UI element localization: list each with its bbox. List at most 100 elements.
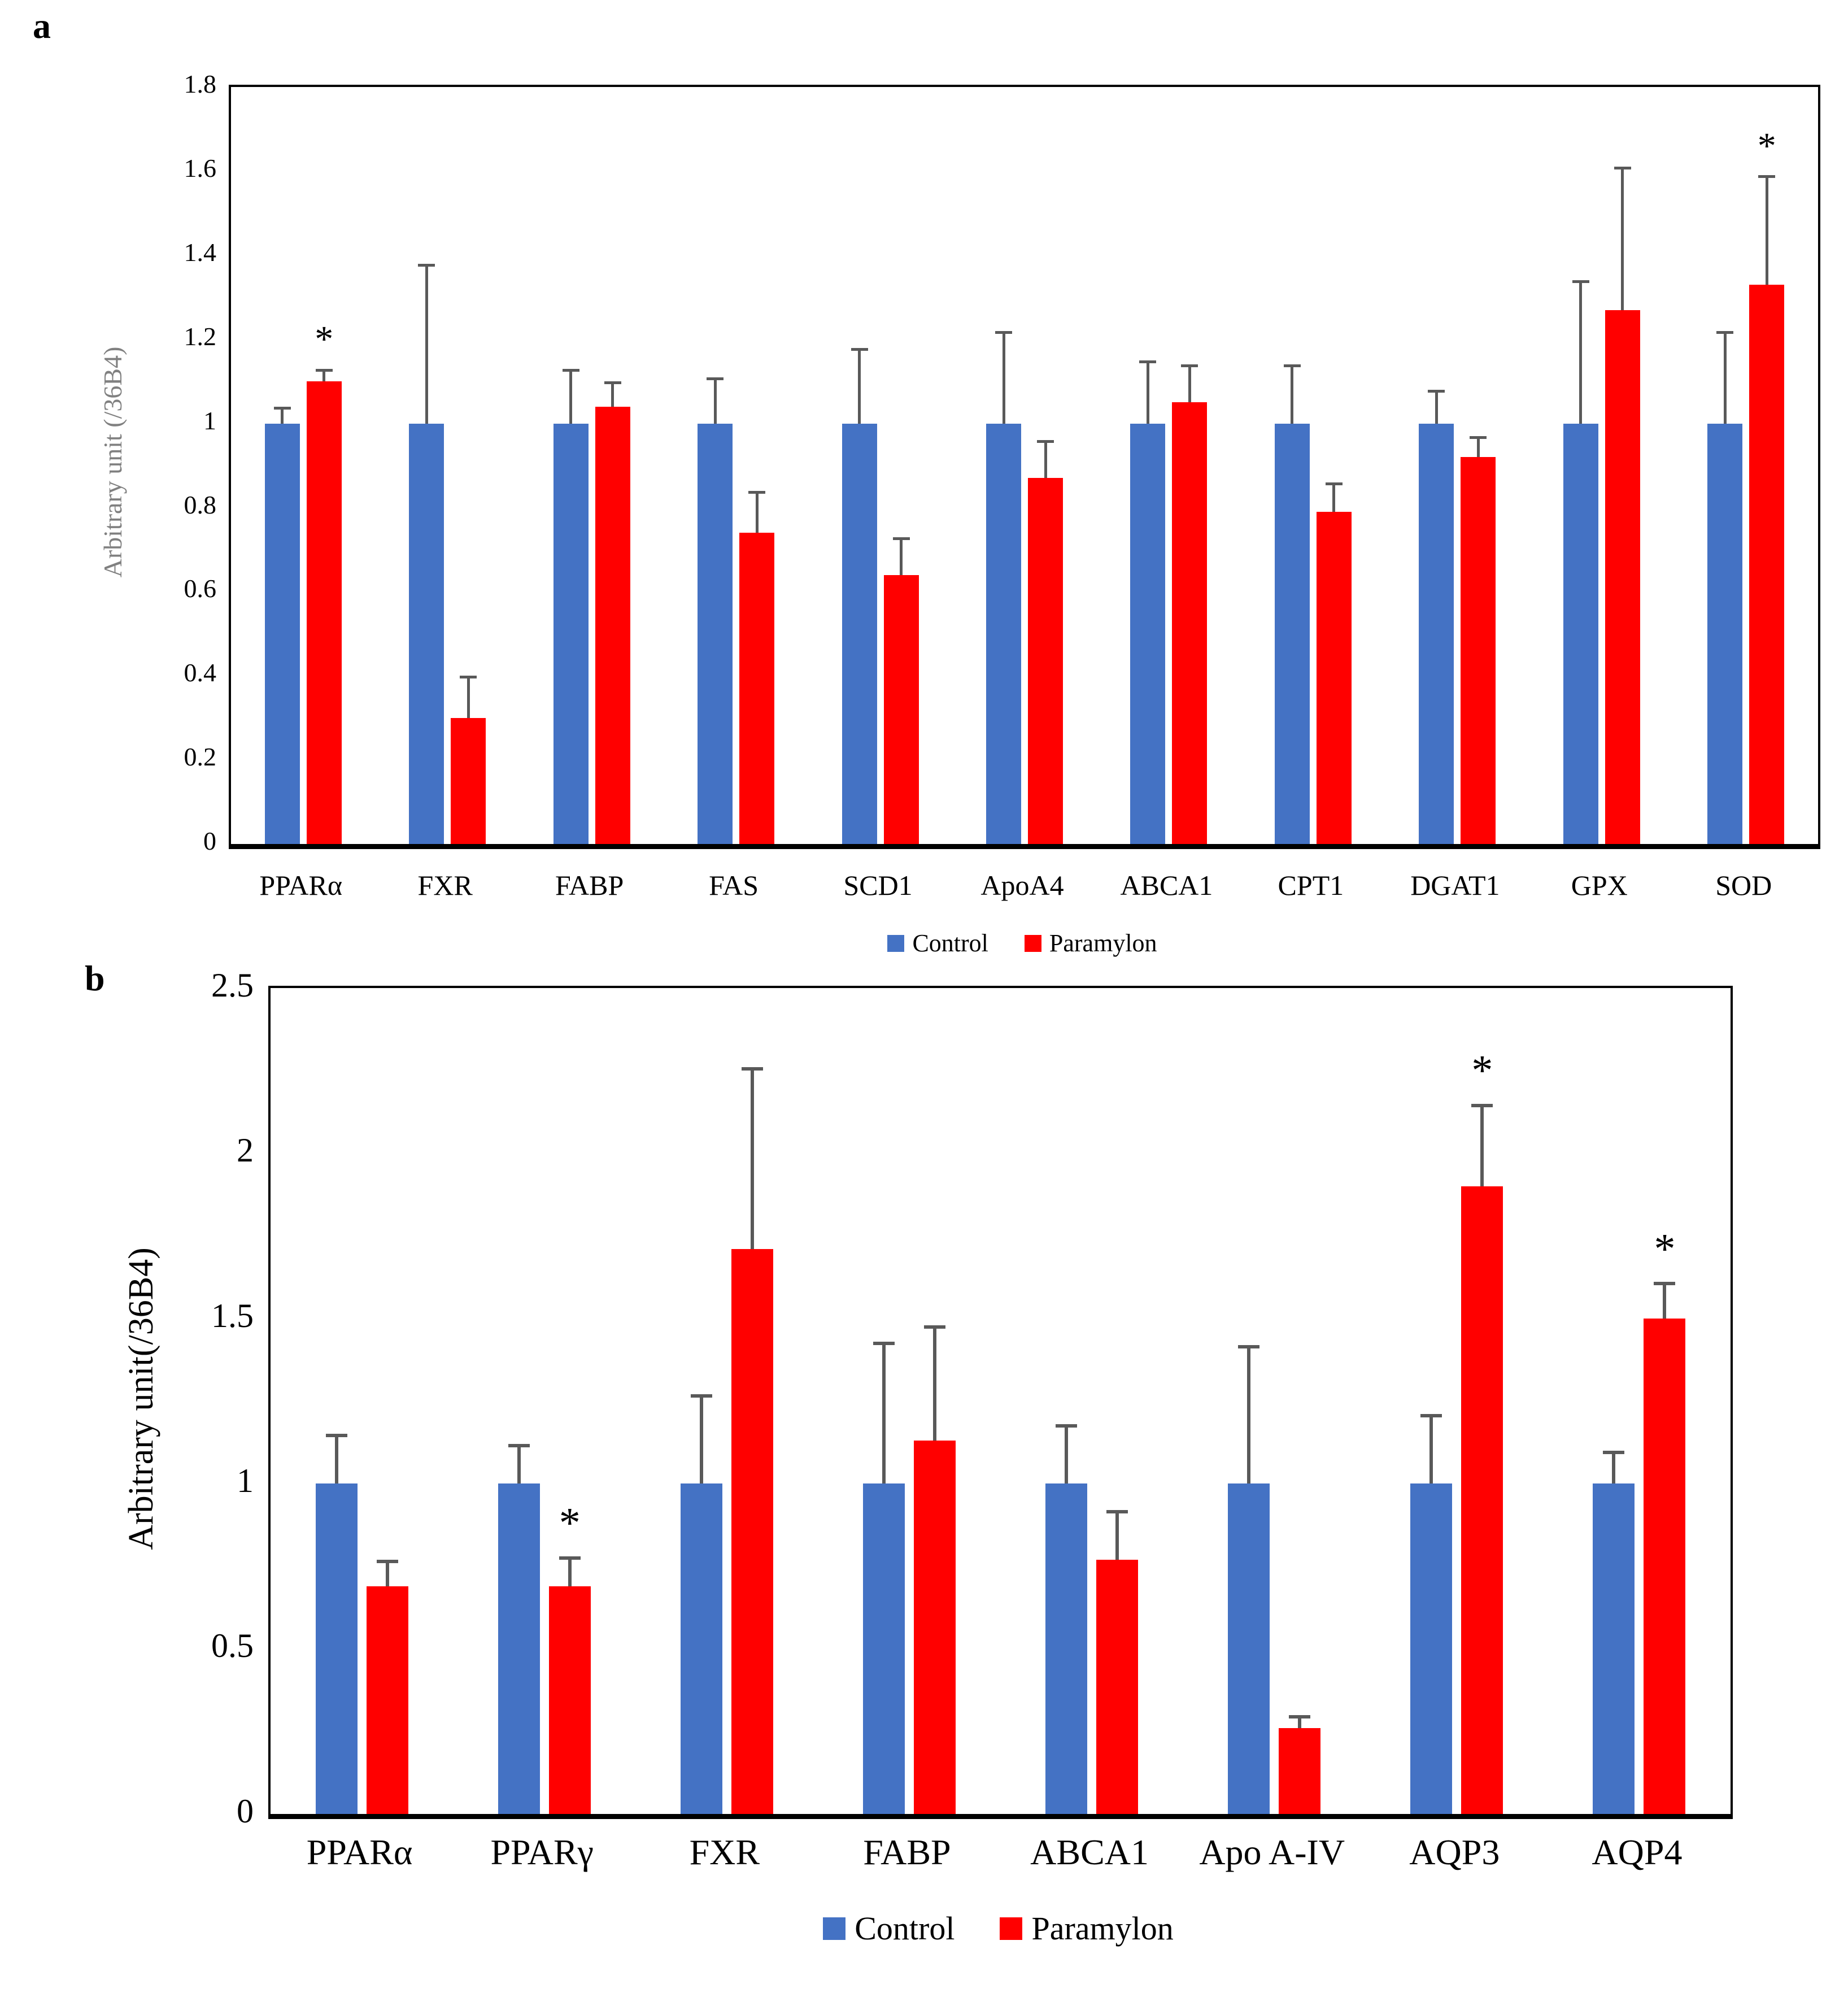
bar-paramylon <box>1028 478 1063 844</box>
bar-control <box>1563 423 1598 844</box>
bar-paramylon <box>1279 1728 1321 1814</box>
y-tick-label: 0.4 <box>184 658 217 688</box>
error-bar-cap <box>604 381 621 385</box>
error-bar-cap <box>851 347 868 351</box>
error-bar <box>385 1559 389 1586</box>
error-bar <box>1291 364 1294 424</box>
bar-control <box>1707 423 1743 844</box>
error-bar-cap <box>1428 390 1445 393</box>
bar-control <box>1593 1483 1635 1814</box>
bar-paramylon <box>595 406 630 844</box>
error-bar <box>1663 1282 1667 1319</box>
significance-asterisk: * <box>1757 125 1776 167</box>
error-bar <box>517 1444 521 1484</box>
y-tick-label: 0.2 <box>184 742 217 772</box>
bar-control <box>1274 423 1310 844</box>
error-bar-cap <box>1037 440 1054 443</box>
bar-paramylon <box>1172 402 1208 844</box>
error-bar <box>713 377 717 424</box>
error-bar-cap <box>707 377 724 380</box>
error-bar-cap <box>1654 1282 1676 1286</box>
y-tick-label: 0 <box>203 826 216 856</box>
error-bar <box>699 1394 703 1484</box>
error-bar <box>569 368 573 424</box>
error-bar <box>1480 1103 1484 1186</box>
x-category-label: FXR <box>417 869 473 901</box>
error-bar <box>1002 330 1005 424</box>
x-category-label: GPX <box>1571 869 1628 901</box>
error-bar <box>1298 1715 1302 1728</box>
error-bar-cap <box>1181 364 1198 368</box>
legend-swatch-icon <box>1000 1917 1023 1940</box>
bar-control <box>315 1483 358 1814</box>
x-category-label: FABP <box>863 1832 951 1872</box>
panel-a-legend: Control Paramylon <box>229 931 1816 956</box>
error-bar-cap <box>1614 167 1631 170</box>
bar-control <box>842 423 877 844</box>
error-bar-cap <box>741 1067 763 1071</box>
error-bar-cap <box>376 1559 398 1563</box>
panel-a-plot-area: * * <box>229 85 1820 849</box>
bar-paramylon <box>883 575 919 844</box>
error-bar-cap <box>460 676 477 679</box>
legend-item-paramylon: Paramylon <box>1000 1910 1174 1947</box>
bar-control <box>498 1483 540 1814</box>
panel-b-plot-area: * * * <box>268 986 1733 1819</box>
y-tick-label: 0.5 <box>211 1627 254 1665</box>
bar-control <box>1410 1483 1453 1814</box>
bar-control <box>986 423 1021 844</box>
significance-asterisk: * <box>1654 1225 1676 1273</box>
error-bar <box>334 1434 338 1484</box>
error-bar-cap <box>1603 1450 1625 1454</box>
panel-a-label: a <box>33 6 51 46</box>
x-category-label: AQP3 <box>1409 1832 1500 1872</box>
x-category-label: SOD <box>1715 869 1772 901</box>
error-bar-cap <box>1056 1424 1078 1428</box>
error-bar <box>1188 364 1191 403</box>
error-bar-cap <box>1325 482 1343 485</box>
error-bar <box>1621 167 1624 310</box>
y-tick-label: 1.5 <box>211 1296 254 1334</box>
error-bar-cap <box>995 330 1012 334</box>
error-bar-cap <box>562 368 579 372</box>
error-bar-cap <box>508 1444 530 1448</box>
legend-swatch-icon <box>887 935 905 952</box>
x-category-label: PPARα <box>306 1832 413 1872</box>
error-bar <box>750 1067 754 1249</box>
bar-control <box>1228 1483 1270 1814</box>
error-bar-cap <box>315 368 333 372</box>
y-tick-label: 1.4 <box>184 237 217 267</box>
error-bar <box>1723 330 1727 424</box>
legend-label: Control <box>855 1910 955 1947</box>
bar-paramylon <box>731 1249 773 1814</box>
error-bar-cap <box>1716 330 1734 334</box>
error-bar-cap <box>1238 1345 1260 1348</box>
bar-paramylon <box>1644 1318 1686 1814</box>
panel-b-legend: Control Paramylon <box>268 1912 1728 1945</box>
x-category-label: ApoA4 <box>980 869 1064 901</box>
error-bar-cap <box>418 263 435 267</box>
legend-label: Paramylon <box>1031 1910 1174 1947</box>
error-bar-cap <box>273 406 291 410</box>
legend-swatch-icon <box>823 1917 846 1940</box>
error-bar-cap <box>1139 360 1157 363</box>
y-tick-label: 1.2 <box>184 321 217 351</box>
x-category-label: DGAT1 <box>1410 869 1500 901</box>
x-category-label: CPT1 <box>1278 869 1344 901</box>
error-bar-cap <box>748 490 766 494</box>
error-bar <box>1612 1450 1616 1484</box>
significance-asterisk: * <box>559 1499 581 1547</box>
error-bar <box>1476 436 1480 458</box>
y-tick-label: 2 <box>237 1132 254 1169</box>
bar-paramylon <box>1096 1559 1139 1814</box>
bar-paramylon <box>548 1586 591 1814</box>
error-bar <box>1332 482 1336 512</box>
error-bar <box>882 1341 886 1484</box>
error-bar <box>281 406 284 424</box>
error-bar <box>1579 280 1583 424</box>
legend-item-paramylon: Paramylon <box>1024 931 1157 956</box>
x-category-label: PPARγ <box>490 1832 594 1872</box>
bar-control <box>680 1483 722 1814</box>
x-category-label: ABCA1 <box>1120 869 1213 901</box>
